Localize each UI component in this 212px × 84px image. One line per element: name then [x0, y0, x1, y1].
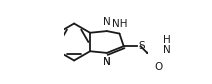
- Text: N: N: [103, 17, 111, 27]
- Text: O: O: [155, 62, 163, 72]
- Text: N: N: [103, 57, 111, 67]
- Text: H: H: [163, 35, 171, 45]
- Text: S: S: [138, 41, 145, 51]
- Text: N: N: [163, 45, 171, 55]
- Text: NH: NH: [112, 19, 127, 29]
- Text: N: N: [103, 57, 111, 67]
